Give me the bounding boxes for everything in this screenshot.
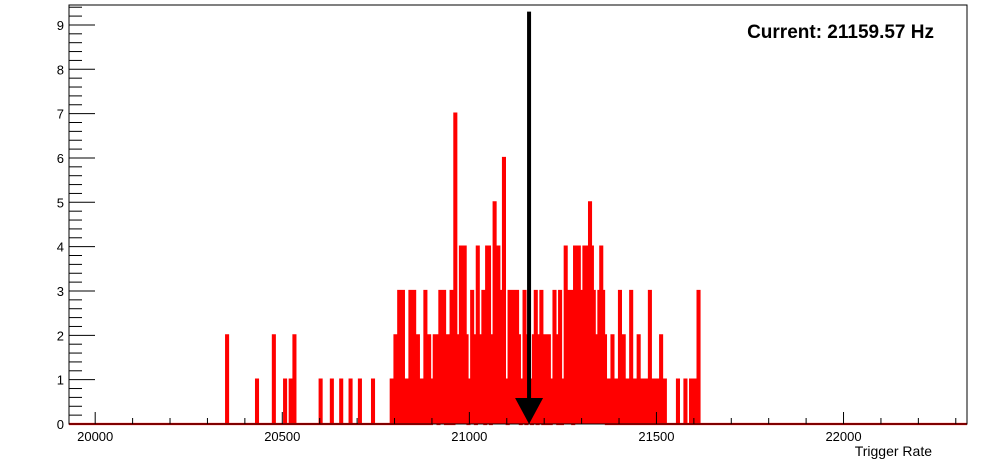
x-axis-title: Trigger Rate (855, 443, 933, 459)
x-axis: 20000 20500 21000 21500 22000 (77, 412, 957, 444)
y-tick-label: 4 (57, 240, 64, 255)
y-tick-label: 9 (57, 18, 64, 33)
y-tick-label: 8 (57, 62, 64, 77)
plot-border (68, 4, 968, 425)
x-tick-label: 21000 (451, 429, 487, 444)
y-tick-label: 5 (57, 195, 64, 210)
histogram-series (69, 112, 967, 426)
arrow-head (515, 398, 544, 424)
x-tick-label: 22000 (825, 429, 861, 444)
y-tick-label: 3 (57, 284, 64, 299)
y-tick-label: 2 (57, 328, 64, 343)
y-tick-label: 7 (57, 107, 64, 122)
histogram-layer (69, 112, 967, 426)
y-tick-label: 6 (57, 151, 64, 166)
x-tick-label: 20500 (264, 429, 300, 444)
y-tick-label: 1 (57, 373, 64, 388)
x-tick-label: 20000 (77, 429, 113, 444)
x-tick-label: 21500 (638, 429, 674, 444)
current-rate-label: Current: 21159.57 Hz (747, 22, 934, 43)
y-tick-label: 0 (57, 417, 64, 432)
plot-frame (68, 4, 968, 425)
current-rate-arrow (515, 11, 544, 424)
y-axis: 0 1 2 3 4 5 6 7 8 9 (57, 6, 95, 432)
